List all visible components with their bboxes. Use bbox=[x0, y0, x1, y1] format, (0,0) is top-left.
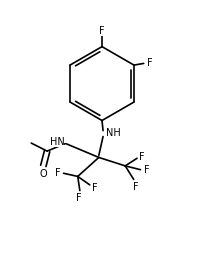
Text: O: O bbox=[39, 169, 47, 179]
Text: F: F bbox=[99, 27, 105, 36]
Text: NH: NH bbox=[106, 128, 121, 138]
Text: HN: HN bbox=[50, 137, 64, 147]
Text: F: F bbox=[76, 193, 82, 203]
Text: F: F bbox=[147, 58, 152, 68]
Text: F: F bbox=[139, 152, 145, 162]
Text: F: F bbox=[55, 168, 61, 178]
Text: F: F bbox=[133, 182, 139, 192]
Text: F: F bbox=[92, 184, 98, 193]
Text: F: F bbox=[143, 165, 149, 175]
